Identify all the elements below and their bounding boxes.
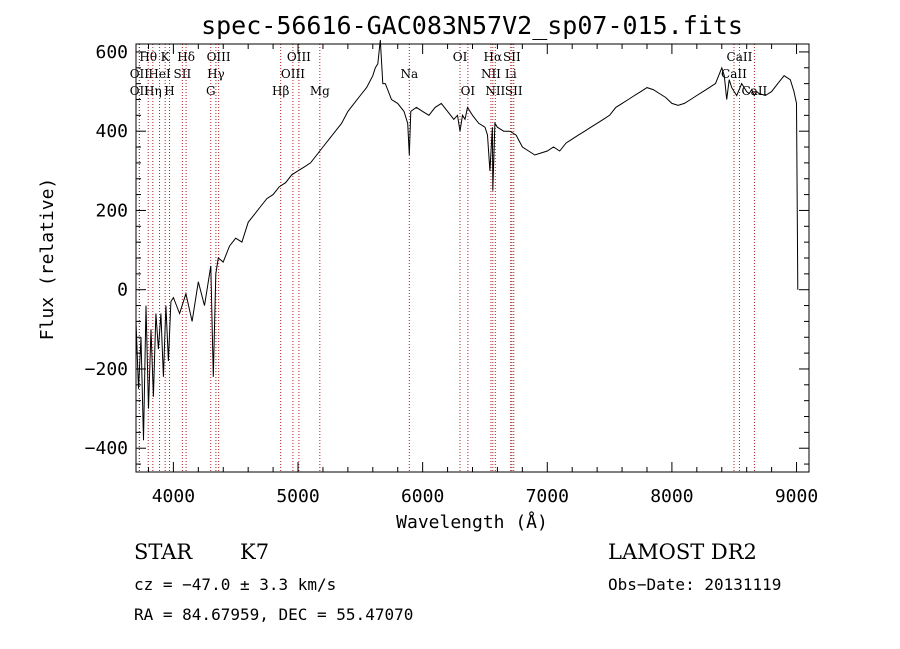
line-marker-label-22: Li [505,67,517,81]
line-marker-label-6: H [164,84,174,98]
y-axis: −400 −200 0 200 400 600 [85,42,809,465]
line-marker-label-2: OII [130,84,150,98]
line-marker-labels: HθOIIOIIHηHeIKHSIIHδGHγOIIIHβOIIIOIIIMgN… [130,50,768,98]
x-tick-label-4: 8000 [650,486,693,507]
x-tick-label-2: 6000 [401,486,444,507]
line-marker-label-24: SII [505,84,523,98]
x-tick-label-1: 5000 [276,486,319,507]
survey-name: LAMOST DR2 [608,540,757,564]
line-marker-label-18: OI [461,84,476,98]
line-markers [138,44,755,472]
x-axis-label: Wavelength (Å) [396,511,548,533]
object-class: STAR [134,540,193,564]
line-marker-label-17: OI [453,50,468,64]
spectrum-line [135,39,799,441]
y-tick-label-5: 600 [95,42,128,63]
line-marker-label-4: HeI [148,67,171,81]
spectral-subclass: K7 [240,540,269,564]
y-tick-label-3: 200 [95,200,128,221]
line-marker-label-0: Hθ [139,50,157,64]
line-marker-label-26: CaII [727,50,753,64]
y-tick-label-0: −400 [85,438,128,459]
line-marker-label-21: NII [485,84,505,98]
line-marker-label-15: Mg [310,84,330,98]
line-marker-label-11: OIII [207,50,231,64]
y-axis-label: Flux (relative) [37,178,58,341]
x-tick-label-3: 7000 [526,486,569,507]
y-tick-label-4: 400 [95,121,128,142]
line-marker-label-19: NII [481,67,501,81]
y-tick-label-1: −200 [85,359,128,380]
line-marker-label-10: Hγ [207,67,225,81]
line-marker-label-5: K [161,50,171,64]
line-marker-label-3: Hη [144,84,162,98]
line-marker-label-13: OIII [281,67,305,81]
x-tick-label-5: 9000 [775,486,818,507]
redshift-value: cz = −47.0 ± 3.3 km/s [134,575,336,594]
line-marker-label-23: SII [503,50,521,64]
chart-title: spec-56616-GAC083N57V2_sp07-015.fits [201,11,743,40]
y-tick-label-2: 0 [117,280,128,301]
x-axis: 4000 5000 6000 7000 8000 9000 [147,44,818,507]
plot-frame [135,43,810,473]
line-marker-label-12: Hβ [272,84,289,98]
line-marker-label-25: CaII [721,67,747,81]
line-marker-label-7: SII [174,67,192,81]
coordinates: RA = 84.67959, DEC = 55.47070 [134,605,413,624]
line-marker-label-14: OIII [287,50,311,64]
x-tick-label-0: 4000 [152,486,195,507]
line-marker-label-1: OII [130,67,150,81]
line-marker-label-8: Hδ [177,50,195,64]
obs-date: Obs−Date: 20131119 [608,575,781,594]
line-marker-label-20: Hα [484,50,503,64]
line-marker-label-16: Na [400,67,418,81]
line-marker-label-9: G [206,84,216,98]
